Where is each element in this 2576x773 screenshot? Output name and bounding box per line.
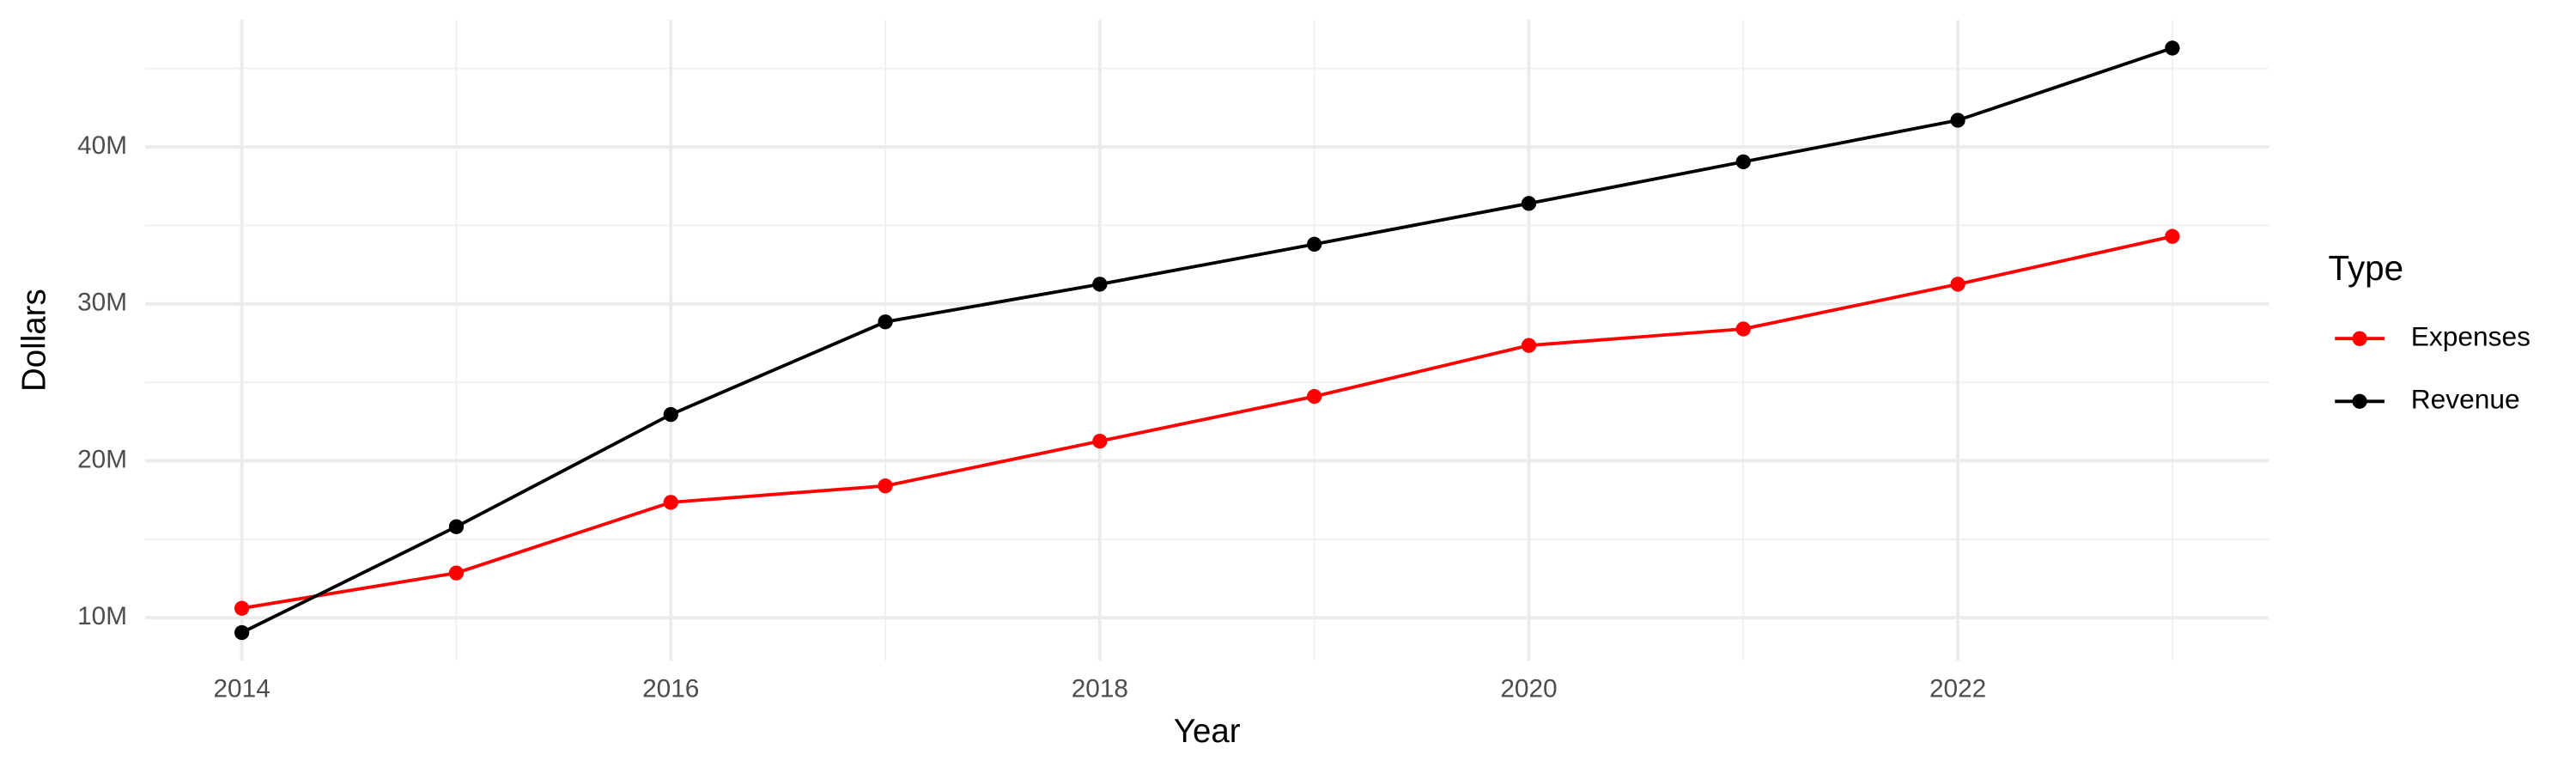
legend-key-point xyxy=(2352,331,2367,346)
data-point xyxy=(1735,321,1751,337)
data-point xyxy=(2165,228,2180,244)
data-point xyxy=(878,314,893,330)
data-point xyxy=(448,519,465,534)
data-point xyxy=(1307,388,1322,405)
data-point xyxy=(878,478,893,494)
data-point xyxy=(1521,338,1537,353)
series-line xyxy=(240,46,2173,635)
data-point xyxy=(1521,196,1537,211)
legend-title: Type xyxy=(2329,248,2404,288)
data-point xyxy=(1092,277,1108,292)
data-point xyxy=(234,600,250,616)
data-point xyxy=(663,406,678,423)
data-point xyxy=(1950,277,1965,292)
x-tick-label: 2022 xyxy=(1929,675,1986,703)
data-point xyxy=(1092,433,1108,449)
series-line xyxy=(241,234,2173,611)
x-tick-label: 2016 xyxy=(642,675,699,703)
legend-label: Revenue xyxy=(2411,384,2520,415)
data-point xyxy=(234,624,250,641)
data-point xyxy=(1950,113,1965,128)
data-point xyxy=(2165,40,2180,56)
data-point xyxy=(448,565,465,581)
x-axis-title: Year xyxy=(1174,713,1241,750)
data-point xyxy=(1307,236,1322,252)
x-tick-label: 2018 xyxy=(1072,675,1128,703)
y-tick-label: 20M xyxy=(77,445,127,473)
legend-key-point xyxy=(2352,393,2367,409)
y-tick-label: 30M xyxy=(77,289,127,317)
data-point xyxy=(1735,154,1751,170)
y-tick-label: 40M xyxy=(77,131,127,160)
x-tick-label: 2014 xyxy=(213,675,270,703)
y-axis-title: Dollars xyxy=(15,289,52,392)
legend-label: Expenses xyxy=(2411,321,2530,352)
data-point xyxy=(663,495,678,510)
x-tick-label: 2020 xyxy=(1500,675,1557,703)
y-tick-label: 10M xyxy=(77,602,127,630)
